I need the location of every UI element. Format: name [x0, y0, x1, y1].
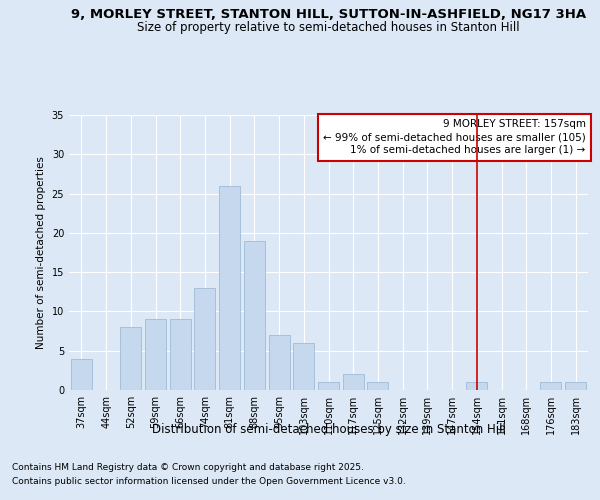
- Bar: [244, 240, 265, 390]
- Bar: [293, 343, 314, 390]
- Text: 9 MORLEY STREET: 157sqm
← 99% of semi-detached houses are smaller (105)
1% of se: 9 MORLEY STREET: 157sqm ← 99% of semi-de…: [323, 119, 586, 156]
- Text: Size of property relative to semi-detached houses in Stanton Hill: Size of property relative to semi-detach…: [137, 21, 520, 34]
- Bar: [541, 382, 562, 390]
- Text: Distribution of semi-detached houses by size in Stanton Hill: Distribution of semi-detached houses by …: [152, 422, 506, 436]
- Bar: [466, 382, 487, 390]
- Bar: [367, 382, 388, 390]
- Bar: [269, 335, 290, 390]
- Bar: [194, 288, 215, 390]
- Bar: [145, 320, 166, 390]
- Text: Contains public sector information licensed under the Open Government Licence v3: Contains public sector information licen…: [12, 477, 406, 486]
- Bar: [170, 320, 191, 390]
- Bar: [219, 186, 240, 390]
- Bar: [318, 382, 339, 390]
- Bar: [343, 374, 364, 390]
- Text: 9, MORLEY STREET, STANTON HILL, SUTTON-IN-ASHFIELD, NG17 3HA: 9, MORLEY STREET, STANTON HILL, SUTTON-I…: [71, 8, 586, 20]
- Bar: [71, 358, 92, 390]
- Bar: [120, 327, 141, 390]
- Text: Contains HM Land Registry data © Crown copyright and database right 2025.: Contains HM Land Registry data © Crown c…: [12, 464, 364, 472]
- Bar: [565, 382, 586, 390]
- Y-axis label: Number of semi-detached properties: Number of semi-detached properties: [36, 156, 46, 349]
